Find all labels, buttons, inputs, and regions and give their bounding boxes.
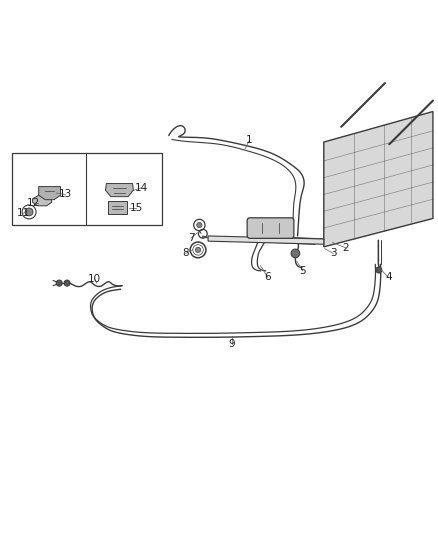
- FancyBboxPatch shape: [247, 218, 294, 238]
- Circle shape: [376, 267, 382, 273]
- Text: 12: 12: [27, 198, 40, 208]
- Polygon shape: [32, 195, 52, 206]
- Text: 15: 15: [129, 203, 143, 213]
- Polygon shape: [39, 187, 60, 200]
- Polygon shape: [108, 201, 127, 214]
- Text: 10: 10: [88, 274, 101, 284]
- Text: 4: 4: [385, 272, 392, 282]
- Circle shape: [25, 208, 33, 216]
- Text: 1: 1: [246, 135, 253, 145]
- Text: 9: 9: [229, 339, 235, 349]
- Polygon shape: [106, 183, 134, 197]
- Polygon shape: [324, 111, 433, 247]
- Text: 6: 6: [265, 272, 271, 282]
- Circle shape: [64, 280, 70, 286]
- Text: 13: 13: [59, 189, 72, 199]
- Circle shape: [291, 249, 300, 258]
- Text: 14: 14: [134, 183, 148, 193]
- Text: 8: 8: [183, 248, 189, 259]
- Polygon shape: [208, 236, 324, 244]
- Text: 7: 7: [188, 233, 194, 243]
- Bar: [12, 153, 162, 225]
- Text: 2: 2: [343, 243, 349, 253]
- Text: 3: 3: [330, 248, 337, 259]
- Text: 11: 11: [17, 208, 30, 218]
- Circle shape: [197, 222, 202, 228]
- Text: 5: 5: [300, 266, 306, 276]
- Circle shape: [195, 247, 201, 253]
- Circle shape: [56, 280, 62, 286]
